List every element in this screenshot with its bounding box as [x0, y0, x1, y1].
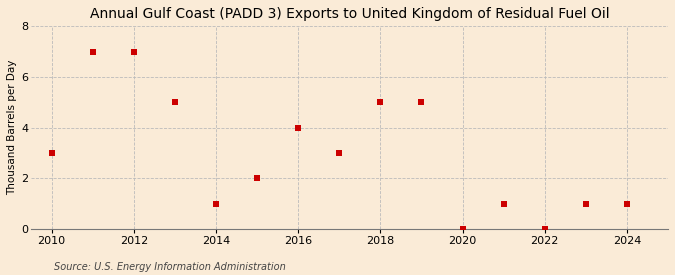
Point	[375, 100, 385, 104]
Point	[46, 151, 57, 155]
Point	[293, 125, 304, 130]
Point	[580, 202, 591, 206]
Point	[128, 50, 139, 54]
Point	[334, 151, 345, 155]
Point	[498, 202, 509, 206]
Point	[87, 50, 98, 54]
Point	[252, 176, 263, 181]
Text: Source: U.S. Energy Information Administration: Source: U.S. Energy Information Administ…	[54, 262, 286, 272]
Point	[539, 227, 550, 231]
Point	[416, 100, 427, 104]
Title: Annual Gulf Coast (PADD 3) Exports to United Kingdom of Residual Fuel Oil: Annual Gulf Coast (PADD 3) Exports to Un…	[90, 7, 610, 21]
Point	[457, 227, 468, 231]
Point	[622, 202, 632, 206]
Point	[169, 100, 180, 104]
Point	[211, 202, 221, 206]
Y-axis label: Thousand Barrels per Day: Thousand Barrels per Day	[7, 60, 17, 195]
